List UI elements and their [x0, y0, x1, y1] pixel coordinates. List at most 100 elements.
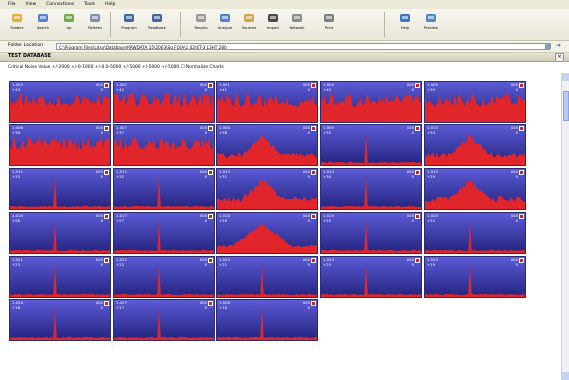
panel-id: 1.011	[12, 169, 23, 174]
waveform-chart	[217, 169, 317, 209]
address-bar: Folder Location C:\Program Files\Ldxx\Da…	[0, 41, 569, 53]
waveform-panel[interactable]: 1.027 000 +17 0	[113, 299, 215, 341]
menu-view[interactable]: View	[25, 2, 37, 7]
waveform-panel[interactable]: 1.001 000 +41 0	[216, 81, 318, 123]
panel-offset: +24	[427, 218, 436, 223]
import-icon	[267, 12, 279, 24]
menu-tools[interactable]: Tools	[84, 2, 96, 7]
preview-button[interactable]: Preview	[420, 11, 442, 38]
waveform-panel[interactable]: 1.009 000 +35 0	[320, 124, 422, 166]
panel-offset: +29	[427, 174, 436, 179]
toolbar-label: Refresh	[88, 26, 102, 30]
panel-offset: +23	[12, 262, 21, 267]
waveform-panel[interactable]: 1.020 000 +24 0	[424, 212, 526, 254]
panel-id: 1.019	[323, 213, 334, 218]
waveform-panel[interactable]: 1.017 000 +27 0	[113, 212, 215, 254]
panel-value: 000	[95, 213, 103, 218]
menu-file[interactable]: File	[8, 2, 16, 7]
waveform-panel[interactable]: 1.012 000 +32 0	[113, 168, 215, 210]
results-button[interactable]: Results	[190, 11, 212, 38]
panel-value: 000	[302, 300, 310, 305]
network-button[interactable]: Network	[286, 11, 308, 38]
waveform-panel[interactable]: 1.026 000 +18 0	[9, 299, 111, 341]
waveform-panel[interactable]: 1.006 000 +38 0	[9, 124, 111, 166]
address-dropdown-icon[interactable]	[545, 43, 551, 49]
menu-connections[interactable]: Connections	[46, 2, 75, 7]
waveform-chart	[114, 213, 214, 253]
panel-count: 0	[307, 174, 310, 179]
waveform-panel[interactable]: 1.007 000 +37 0	[113, 124, 215, 166]
panel-value: 000	[199, 169, 207, 174]
panel-id: 1.009	[323, 125, 334, 130]
alert-flag-icon	[311, 83, 316, 88]
import-button[interactable]: Import	[262, 11, 284, 38]
toolbar-label: Up	[66, 26, 72, 30]
waveform-chart	[217, 257, 317, 297]
scroll-thumb[interactable]	[563, 91, 569, 121]
scroll-down-icon[interactable]	[562, 372, 569, 380]
alert-flag-icon	[311, 214, 316, 219]
readback-button[interactable]: Readback	[146, 11, 168, 38]
waveform-panel[interactable]: 1.018 000 +26 0	[216, 212, 318, 254]
refresh-button[interactable]: Refresh	[84, 11, 106, 38]
panel-count: 0	[307, 218, 310, 223]
panel-id: 1.007	[116, 125, 127, 130]
waveform-panel[interactable]: 1.016 000 +28 0	[9, 212, 111, 254]
waveform-panel[interactable]: 1.004 000 +40 0	[320, 81, 422, 123]
panel-offset: +34	[427, 130, 436, 135]
waveform-panel[interactable]: 1.021 000 +23 0	[9, 256, 111, 298]
waveform-panel[interactable]: 1.008 000 +36 0	[216, 124, 318, 166]
panel-count: 0	[204, 218, 207, 223]
toolbar-label: Sources	[241, 26, 257, 30]
panel-count: 0	[100, 218, 103, 223]
sources-button[interactable]: Sources	[238, 11, 260, 38]
program-icon	[123, 12, 135, 24]
waveform-panel[interactable]: 1.025 000 +19 0	[424, 256, 526, 298]
waveform-panel[interactable]: 1.002 000 +42 0	[113, 81, 215, 123]
waveform-chart	[10, 300, 110, 340]
panel-id: 1.008	[219, 125, 230, 130]
waveform-panel[interactable]: 1.019 000 +25 0	[320, 212, 422, 254]
waveform-panel[interactable]: 1.003 000 +43 0	[9, 81, 111, 123]
waveform-fill	[425, 93, 525, 122]
panel-id: 1.021	[12, 257, 23, 262]
waveform-panel[interactable]: 1.024 000 +20 0	[320, 256, 422, 298]
menu-help[interactable]: Help	[105, 2, 116, 7]
network-icon	[291, 12, 303, 24]
help-button[interactable]: Help	[394, 11, 416, 38]
waveform-panel[interactable]: 1.015 000 +29 0	[424, 168, 526, 210]
waveform-chart	[10, 125, 110, 165]
toolbar-label: Readback	[148, 26, 166, 30]
up-button[interactable]: Up	[58, 11, 80, 38]
panel-count: 0	[515, 87, 518, 92]
print-button[interactable]: Print	[318, 11, 340, 38]
waveform-panel[interactable]: 1.005 000 +39 0	[424, 81, 526, 123]
go-arrow-icon[interactable]: ➜	[556, 42, 562, 49]
panel-count: 0	[100, 305, 103, 310]
panel-count: 0	[100, 130, 103, 135]
folders-button[interactable]: Folders	[6, 11, 28, 38]
panel-id: 1.024	[323, 257, 334, 262]
waveform-panel[interactable]: 1.023 000 +21 0	[216, 256, 318, 298]
waveform-panel[interactable]: 1.013 000 +31 0	[216, 168, 318, 210]
program-button[interactable]: Program	[118, 11, 140, 38]
panel-offset: +21	[219, 262, 228, 267]
alert-flag-icon	[311, 170, 316, 175]
vertical-scrollbar[interactable]	[561, 73, 569, 380]
waveform-panel[interactable]: 1.028 000 +16 0	[216, 299, 318, 341]
alert-flag-icon	[519, 258, 524, 263]
section-title: TEST DATABASE	[8, 54, 51, 59]
filter-options[interactable]: Critical Noise Value +/-2000 +/-0-1000 +…	[8, 65, 224, 70]
waveform-panel[interactable]: 1.011 000 +33 0	[9, 168, 111, 210]
panel-offset: +31	[219, 174, 228, 179]
waveform-chart	[217, 82, 317, 122]
waveform-panel[interactable]: 1.022 000 +22 0	[113, 256, 215, 298]
scroll-up-icon[interactable]	[562, 73, 569, 81]
waveform-panel[interactable]: 1.014 000 +30 0	[320, 168, 422, 210]
search-button[interactable]: Search	[32, 11, 54, 38]
analyze-button[interactable]: Analyze	[214, 11, 236, 38]
panel-offset: +19	[427, 262, 436, 267]
panel-count: 0	[515, 262, 518, 267]
close-icon[interactable]: ×	[555, 53, 564, 62]
waveform-panel[interactable]: 1.010 000 +34 0	[424, 124, 526, 166]
